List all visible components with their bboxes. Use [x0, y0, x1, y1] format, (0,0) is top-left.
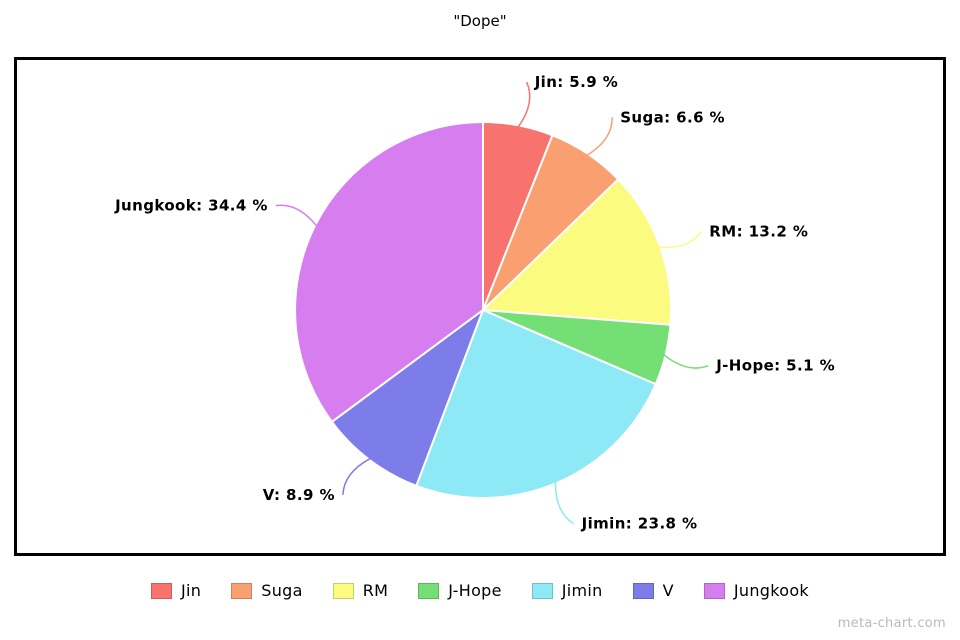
legend-swatch-jimin: [531, 582, 553, 599]
slice-label-v: V: 8.9 %: [263, 486, 335, 504]
legend-item-j-hope: J-Hope: [418, 581, 502, 600]
legend-item-jin: Jin: [151, 581, 201, 600]
legend-item-jungkook: Jungkook: [703, 581, 809, 600]
legend-label-suga: Suga: [261, 581, 303, 600]
leader-line-suga: [586, 117, 613, 157]
legend-item-v: V: [632, 581, 674, 600]
legend-label-jimin: Jimin: [561, 581, 603, 600]
legend-item-suga: Suga: [231, 581, 302, 600]
legend-swatch-j-hope: [418, 582, 440, 599]
pie-slice-v: [330, 309, 484, 487]
slice-label-j-hope: J-Hope: 5.1 %: [715, 357, 835, 375]
legend-swatch-rm: [332, 582, 354, 599]
pie-chart-svg: Jin: 5.9 %Suga: 6.6 % RM: 13.2 % J-Hope: 5…: [114, 73, 835, 533]
legend-item-jimin: Jimin: [531, 581, 603, 600]
leader-line-jimin: [554, 481, 575, 525]
slice-label-jimin: Jimin: 23.8 %: [581, 515, 698, 533]
slice-label-jin: Jin: 5.9 %: [534, 73, 618, 91]
leader-line-jin: [517, 81, 531, 128]
legend: Jin Suga RM J-Hope Jimin V Jungkook: [0, 581, 960, 600]
pie-slice-jimin: [415, 309, 657, 500]
pie-chart-container: Jin: 5.9 % Suga: 6.6 % RM: 13.2 % J-Hope: 5…: [14, 57, 946, 556]
legend-label-j-hope: J-Hope: [448, 581, 502, 600]
slice-label-jungkook: Jungkook: 34.4 %: [114, 197, 268, 215]
chart-title: "Dope": [453, 12, 507, 30]
leader-line-v: [342, 457, 372, 495]
leader-line-j-hope: [663, 354, 709, 369]
slice-label-rm: RM: 13.2 %: [709, 223, 808, 241]
leader-line-jungkook: [275, 204, 318, 227]
slice-label-suga: Suga: 6.6 %: [620, 108, 725, 126]
legend-label-jungkook: Jungkook: [733, 581, 809, 600]
leader-line-rm: [657, 231, 702, 249]
legend-label-v: V: [662, 581, 674, 600]
legend-item-rm: RM: [332, 581, 389, 600]
watermark: meta-chart.com: [837, 616, 946, 631]
legend-swatch-suga: [231, 582, 253, 599]
legend-swatch-jungkook: [703, 582, 725, 599]
legend-swatch-jin: [151, 582, 173, 599]
legend-label-rm: RM: [362, 581, 389, 600]
legend-label-jin: Jin: [181, 581, 202, 600]
legend-swatch-v: [632, 582, 654, 599]
pie-slice-rm: [482, 178, 672, 326]
